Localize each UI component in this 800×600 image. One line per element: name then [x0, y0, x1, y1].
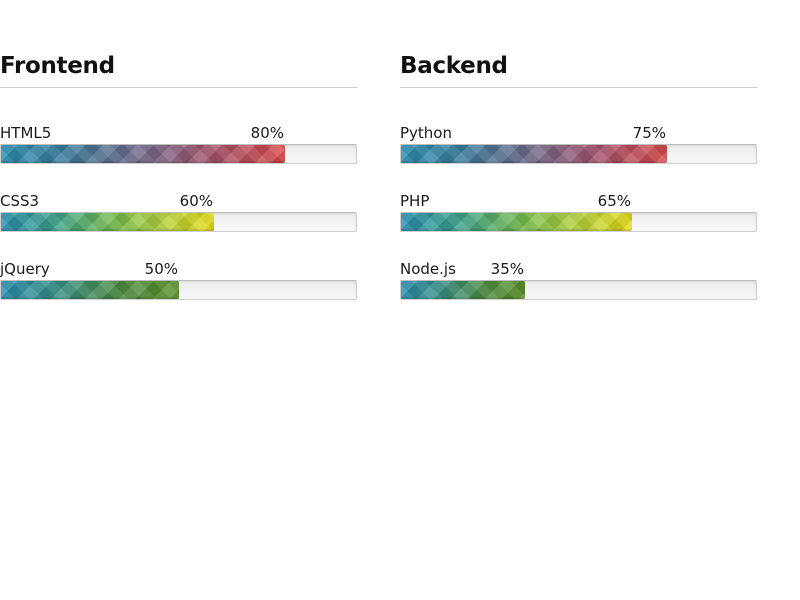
skill-label: HTML5 [0, 124, 52, 142]
skill-item-jquery: jQuery 50% [0, 260, 357, 328]
skill-label: PHP [400, 192, 430, 210]
progress-fill [1, 213, 214, 231]
progress-track [400, 212, 757, 232]
skill-list: HTML5 80% CSS3 60% jQuery 50% [0, 124, 357, 328]
skill-item-php: PHP 65% [400, 192, 757, 260]
section-divider [400, 87, 757, 88]
skill-percent: 80% [250, 124, 284, 142]
progress-track [400, 144, 757, 164]
skill-percent: 75% [632, 124, 666, 142]
progress-track [0, 280, 357, 300]
section-divider [0, 87, 357, 88]
section-title: Frontend [0, 53, 115, 79]
skill-item-python: Python 75% [400, 124, 757, 192]
progress-fill [401, 213, 632, 231]
skill-label: Node.js [400, 260, 456, 278]
progress-track [0, 144, 357, 164]
skill-percent: 65% [597, 192, 631, 210]
skill-label: CSS3 [0, 192, 40, 210]
skill-label: jQuery [0, 260, 50, 278]
progress-fill [1, 145, 285, 163]
skill-item-css3: CSS3 60% [0, 192, 357, 260]
progress-fill [1, 281, 179, 299]
section-title: Backend [400, 53, 508, 79]
frontend-section: Frontend HTML5 80% CSS3 60% jQuery 50% [0, 50, 357, 328]
progress-track [400, 280, 757, 300]
backend-section: Backend Python 75% PHP 65% Node.js 35% [400, 50, 757, 328]
skill-percent: 50% [144, 260, 178, 278]
skill-item-html5: HTML5 80% [0, 124, 357, 192]
skill-list: Python 75% PHP 65% Node.js 35% [400, 124, 757, 328]
progress-fill [401, 145, 667, 163]
skill-label: Python [400, 124, 452, 142]
progress-track [0, 212, 357, 232]
progress-fill [401, 281, 525, 299]
skill-percent: 35% [490, 260, 524, 278]
skill-percent: 60% [179, 192, 213, 210]
skill-item-nodejs: Node.js 35% [400, 260, 757, 328]
